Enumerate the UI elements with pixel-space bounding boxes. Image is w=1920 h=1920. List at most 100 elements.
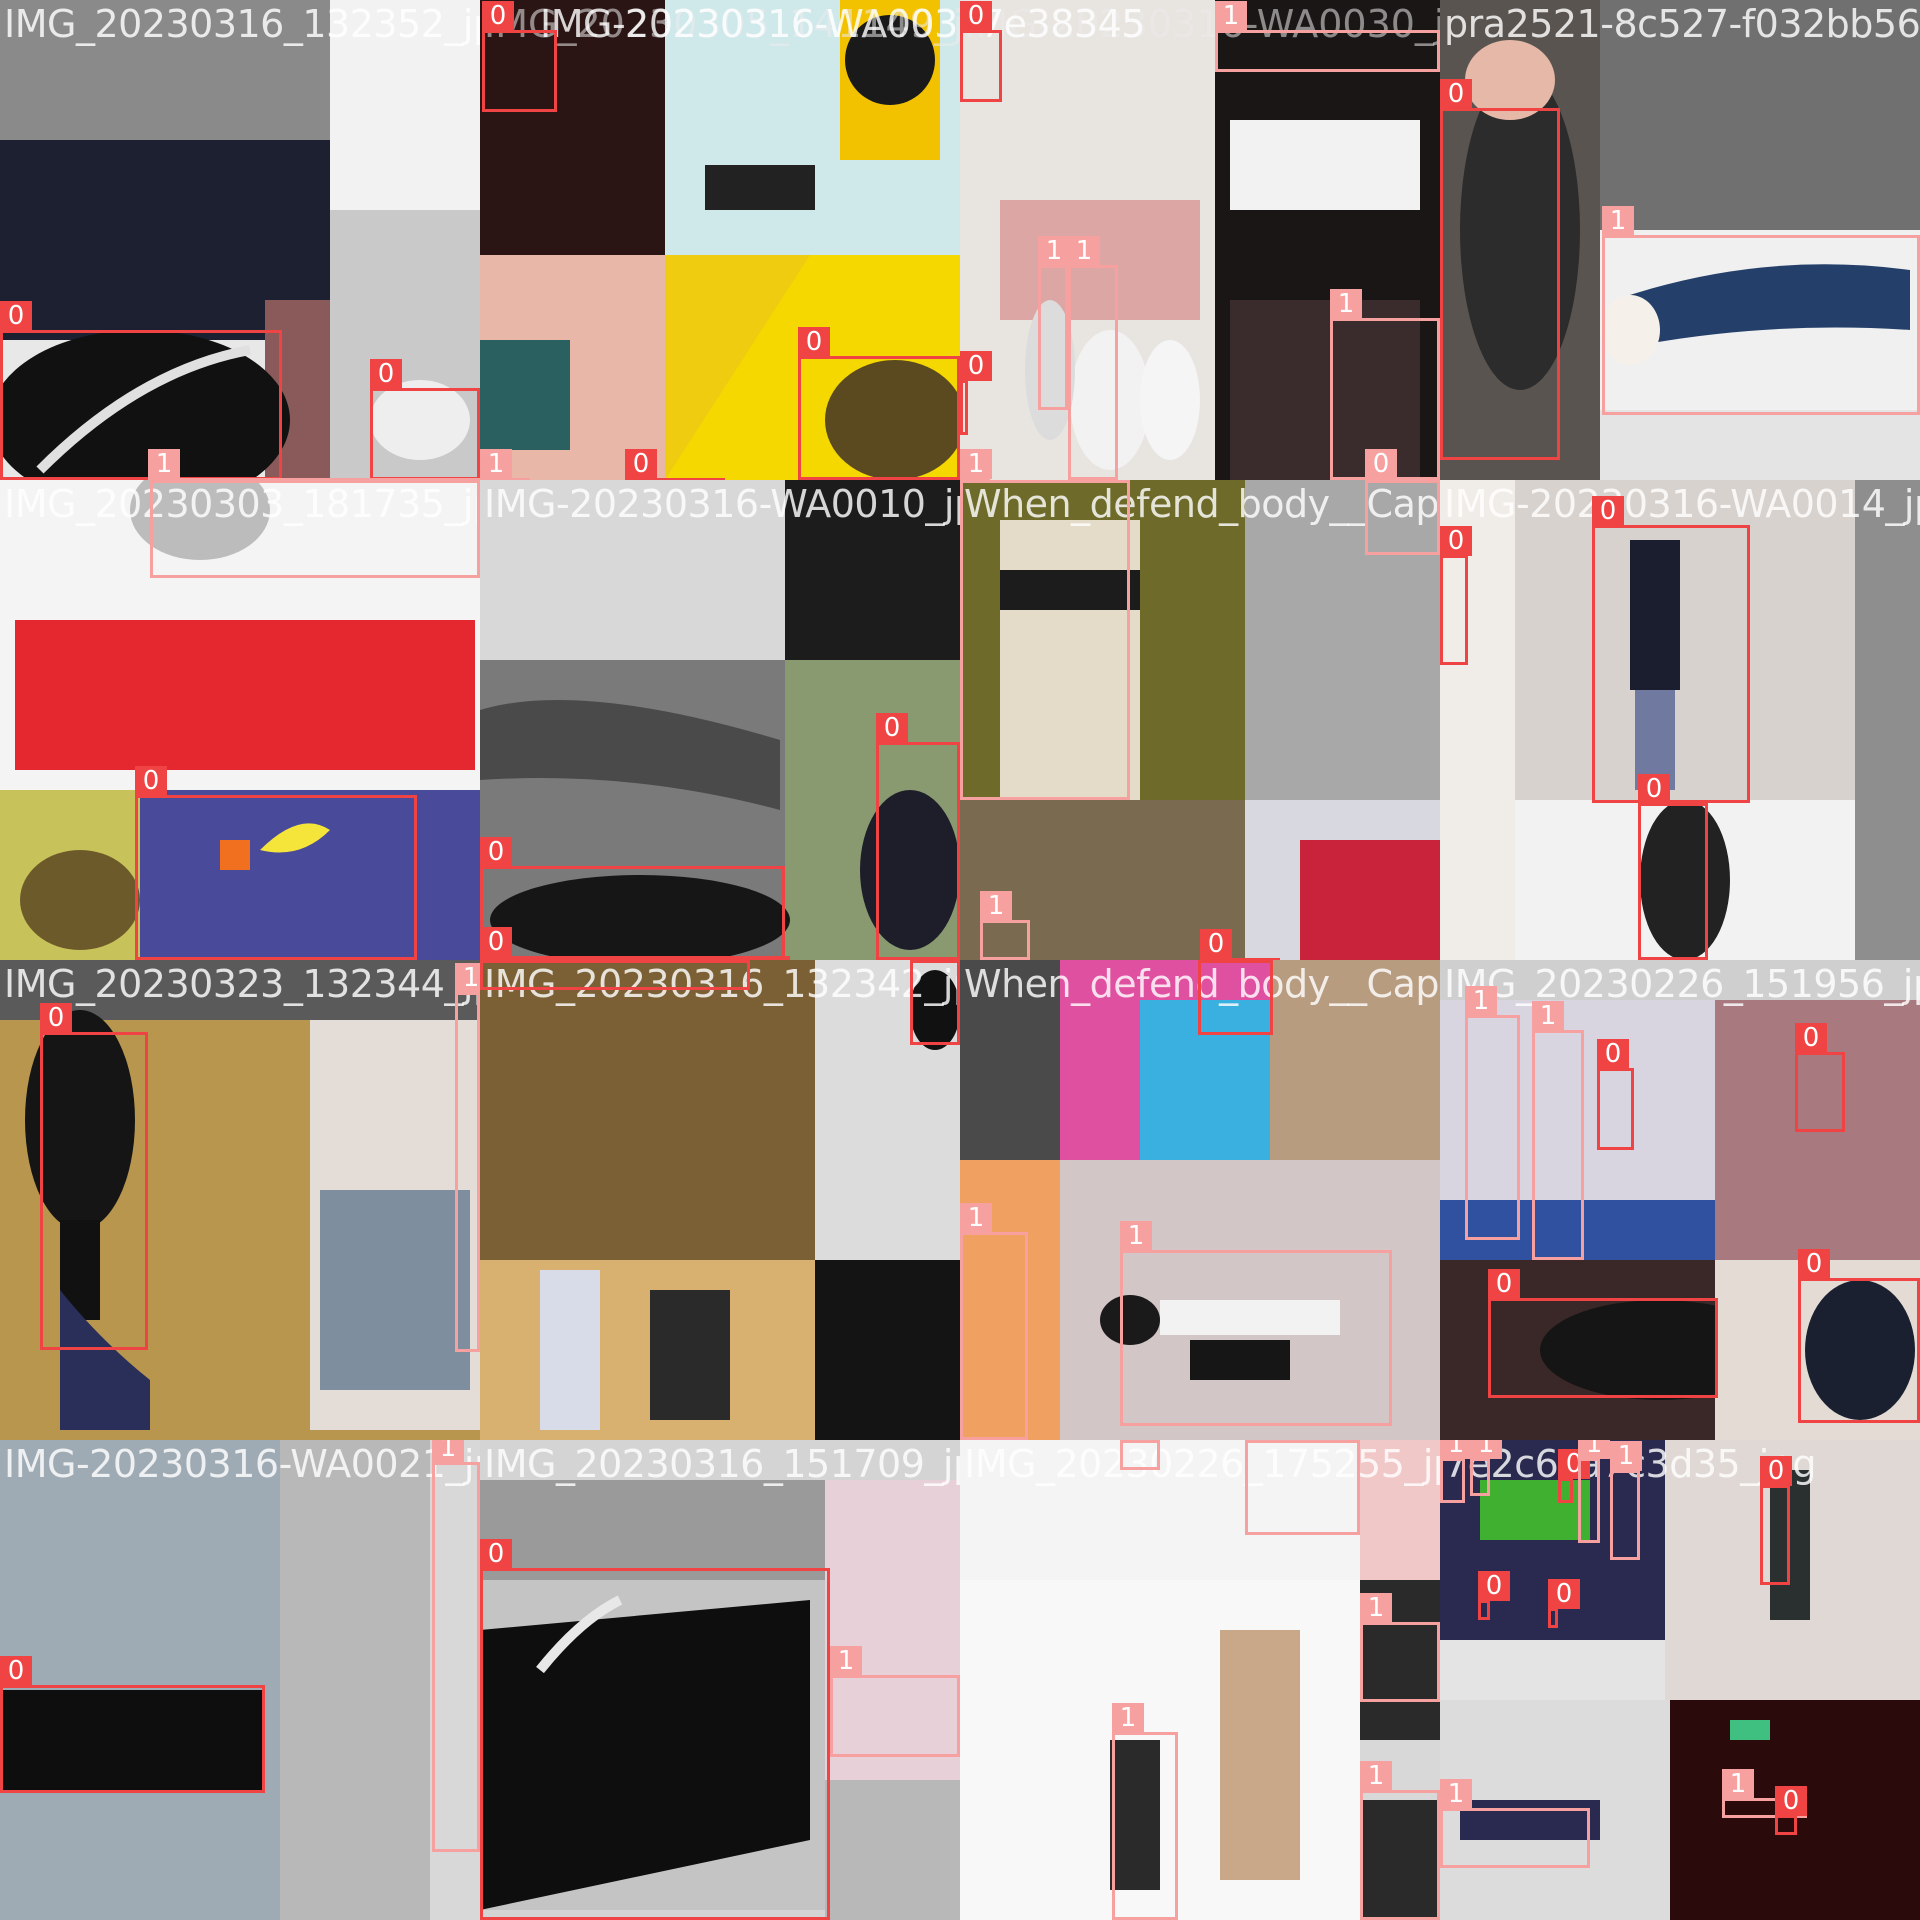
tile-image xyxy=(0,0,480,480)
class-label: 0 xyxy=(0,1656,32,1686)
tile-image xyxy=(1440,0,1920,480)
class-label: 0 xyxy=(1440,79,1472,109)
detection-box: 0 xyxy=(480,1539,830,1920)
detection-box: 1 xyxy=(1360,1761,1440,1920)
class-label: 1 xyxy=(480,449,512,479)
class-label: 0 xyxy=(1760,1456,1792,1486)
class-label: 0 xyxy=(960,1,992,31)
tile-image xyxy=(1440,480,1920,960)
mosaic-tile: IMG_20230305_141149_jpg IMG-20230316-WA0… xyxy=(480,0,960,480)
class-label: 1 xyxy=(1120,1440,1152,1441)
class-label: 0 xyxy=(1638,774,1670,804)
class-label: 0 xyxy=(910,960,942,961)
class-label: 1 xyxy=(1038,236,1070,266)
tile-image xyxy=(1440,960,1920,1440)
image-filename: IMG_20230226_175255_jpg xyxy=(964,1442,1440,1486)
detection-box: 0 xyxy=(1558,1449,1590,1503)
class-label: 1 xyxy=(1215,1,1247,31)
class-label: 0 xyxy=(135,766,167,796)
class-label: 1 xyxy=(1578,1440,1610,1459)
detection-box: 0 xyxy=(1488,1269,1718,1398)
class-label: 1 xyxy=(148,449,180,479)
image-filename: pra2521-8c527-f032bb56-11ec xyxy=(1444,2,1920,46)
detection-box: 1 xyxy=(150,480,480,578)
mosaic-tile: When_defend_body__Capoeira 0 1 1 xyxy=(960,960,1440,1440)
image-filename: IMG_20230303_181735_jpg xyxy=(4,482,480,526)
detection-box: 1 xyxy=(1440,1779,1590,1868)
class-label: 0 xyxy=(0,301,32,331)
class-label: 0 xyxy=(1478,1571,1510,1601)
image-filename: IMG_20230316_151709_jpg xyxy=(484,1442,960,1486)
detection-box: 1 xyxy=(1602,206,1920,415)
image-filename: When_defend_body__Capoeira xyxy=(964,962,1440,1006)
detection-box: 1 xyxy=(480,449,530,480)
detection-box: 0 xyxy=(960,351,992,435)
class-label: 0 xyxy=(876,713,908,743)
tile-image xyxy=(0,480,480,960)
image-filename: IMG-20230316-WA0030_jpg xyxy=(964,2,1440,46)
mosaic-tile: IMG_20230303_181735_jpg 1 0 xyxy=(0,480,480,960)
detection-box xyxy=(1365,480,1440,555)
detection-box: 0 xyxy=(1638,774,1708,960)
image-filename: IMG_20230226_151956_jpg xyxy=(1444,962,1920,1006)
tile-image xyxy=(480,1440,960,1920)
mosaic-tile: IMG_20230316_132342_jpg 0 xyxy=(480,960,960,1440)
mosaic-tile: pra2521-8c527-f032bb56-11ec 0 1 xyxy=(1440,0,1920,480)
mosaic-tile: IMG_20230226_151956_jpg 1 1 0 0 0 0 xyxy=(1440,960,1920,1440)
tile-image xyxy=(0,1440,480,1920)
image-filename: IMG_20230316_132352_jpg xyxy=(4,2,480,46)
class-label: 0 xyxy=(1488,1269,1520,1299)
class-label: 1 xyxy=(980,891,1012,921)
detection-box: 0 xyxy=(1597,1039,1634,1150)
detection-box: 0 xyxy=(370,359,480,480)
detection-box xyxy=(480,960,750,990)
detection-box: 1 xyxy=(1722,1769,1807,1818)
detection-box: 1 xyxy=(1038,236,1070,410)
class-label: 0 xyxy=(1795,1023,1827,1053)
detection-box: 0 xyxy=(40,1003,148,1350)
image-filename: IMG_20230323_132344_jpg xyxy=(4,962,480,1006)
detection-box: 0 xyxy=(0,301,282,480)
class-label: 1 xyxy=(1360,1761,1392,1791)
detection-box: 0 xyxy=(1200,929,1280,960)
tile-image xyxy=(960,480,1440,960)
class-label: 1 xyxy=(432,1440,464,1463)
detection-box: 0 xyxy=(960,1,1002,102)
class-label: 1 xyxy=(150,480,182,481)
image-filename: 7e38345 xyxy=(980,2,1145,46)
detection-box: 0 xyxy=(1798,1249,1920,1423)
detection-box: 0 xyxy=(1365,449,1440,480)
class-label: 1 xyxy=(455,963,480,993)
class-label: 1 xyxy=(1120,1221,1152,1251)
class-label: 0 xyxy=(1798,1249,1830,1279)
detection-box: 1 xyxy=(432,1440,480,1852)
tile-image xyxy=(960,960,1440,1440)
class-label: 1 xyxy=(1330,289,1362,319)
class-label: 1 xyxy=(960,449,992,479)
detection-box: 1 xyxy=(1120,1440,1160,1470)
detection-box: 0 xyxy=(1760,1456,1792,1585)
image-filename: IMG-20230316-WA0014_jpg xyxy=(1444,482,1920,526)
image-filename: IMG_20230316_132342_jpg xyxy=(484,962,960,1006)
class-label: 0 xyxy=(1198,960,1230,961)
mosaic-tile: IMG_20230323_132344_jpg 0 1 xyxy=(0,960,480,1440)
tile-image xyxy=(480,960,960,1440)
class-label: 0 xyxy=(1597,1039,1629,1069)
detection-box: 0 xyxy=(480,927,790,960)
tile-image xyxy=(0,960,480,1440)
class-label: 1 xyxy=(1440,1779,1472,1809)
mosaic-tile: IMG-20230316-WA0014_jpg 0 0 0 xyxy=(1440,480,1920,960)
class-label: 0 xyxy=(960,351,992,381)
image-filename: IMG-20230316-WA0030 xyxy=(540,2,960,46)
class-label: 1 xyxy=(960,1203,992,1233)
class-label: 0 xyxy=(798,327,830,357)
class-label: 1 xyxy=(1722,1769,1754,1799)
class-label: 0 xyxy=(480,927,512,957)
class-label: 1 xyxy=(1068,236,1100,266)
class-label: 1 xyxy=(1360,1593,1392,1623)
class-label: 0 xyxy=(480,1539,512,1569)
detection-box: 1 xyxy=(1068,236,1118,480)
mosaic-tile: IMG_20230226_175255_jpg 1 1 1 1 1 xyxy=(960,1440,1440,1920)
class-label: 0 xyxy=(1548,1579,1580,1609)
